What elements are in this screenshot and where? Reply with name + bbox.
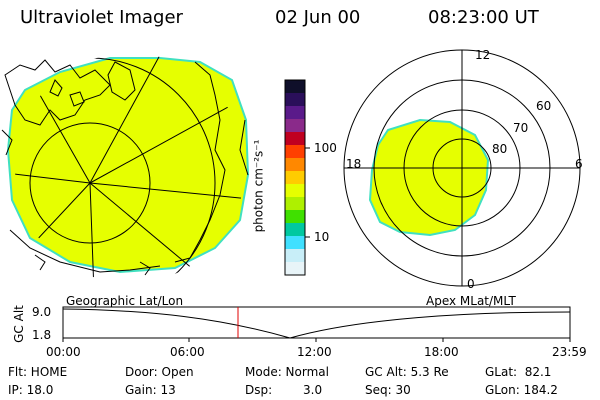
status-dsp-value: 3.0: [303, 383, 323, 397]
lat-label-60: 60: [536, 99, 552, 113]
date-label: 02 Jun 00: [275, 7, 361, 28]
colorbar-swatch: [285, 184, 305, 198]
timeline-left-title: Geographic Lat/Lon: [66, 294, 184, 308]
status-door: Door: Open: [125, 365, 194, 379]
colorbar-swatch: [285, 223, 305, 237]
status-seq: Seq: 30: [365, 383, 411, 397]
status-flt: Flt: HOME: [8, 365, 68, 379]
colorbar-swatch: [285, 210, 305, 224]
colorbar-tick-10: 10: [314, 230, 330, 244]
colorbar-swatch: [285, 106, 305, 120]
colorbar-swatch: [285, 145, 305, 159]
lat-circle-inner: [29, 122, 151, 244]
timeline-altitude-curve: [62, 308, 571, 339]
aurora-geo-region: [6, 57, 250, 274]
timeline-ytick-9: 9.0: [32, 305, 52, 319]
mlt-label-12: 12: [475, 48, 491, 62]
colorbar-swatch: [285, 93, 305, 107]
timeline-xtick-1800: 18:00: [424, 345, 459, 359]
colorbar-swatch: [285, 236, 305, 250]
aurora-polar-region: [368, 118, 490, 237]
colorbar-swatch: [285, 197, 305, 211]
timeline-xtick-1200: 12:00: [297, 345, 332, 359]
colorbar-swatch: [285, 132, 305, 146]
lat-label-70: 70: [513, 121, 529, 135]
mlt-label-6: 6: [575, 157, 583, 171]
colorbar-swatch: [285, 249, 305, 263]
status-glat: GLat: 82.1: [485, 365, 552, 379]
lat-label-80: 80: [492, 142, 508, 156]
colorbar-scale: [285, 80, 305, 276]
colorbar-swatch: [285, 158, 305, 172]
status-gc-alt: GC Alt: 5.3 Re: [365, 365, 449, 379]
time-label: 08:23:00 UT: [428, 7, 539, 28]
colorbar-swatch: [285, 171, 305, 185]
colorbar-swatch: [285, 262, 305, 276]
colorbar-tick-100: 100: [314, 141, 337, 155]
mlt-label-0: 0: [467, 277, 475, 291]
colorbar-swatch: [285, 80, 305, 94]
coastlines: [1, 59, 249, 276]
timeline-right-title: Apex MLat/MLT: [426, 294, 516, 308]
status-gain: Gain: 13: [125, 383, 176, 397]
mlt-label-18: 18: [346, 157, 362, 171]
status-mode: Mode: Normal: [245, 365, 329, 379]
status-ip: IP: 18.0: [8, 383, 54, 397]
status-glon: GLon: 184.2: [485, 383, 558, 397]
status-dsp-label: Dsp:: [245, 383, 273, 397]
timeline-xtick-0000: 00:00: [46, 345, 81, 359]
timeline-xtick-2359: 23:59: [552, 345, 587, 359]
timeline-ytick-1-8: 1.8: [32, 328, 52, 342]
timeline-xtick-0600: 06:00: [170, 345, 205, 359]
colorbar-swatch: [285, 119, 305, 133]
instrument-title: Ultraviolet Imager: [20, 7, 183, 28]
